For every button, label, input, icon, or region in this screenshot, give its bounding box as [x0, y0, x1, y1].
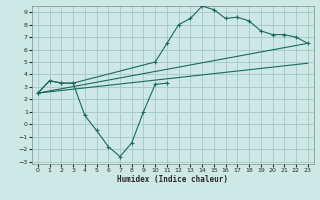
X-axis label: Humidex (Indice chaleur): Humidex (Indice chaleur): [117, 175, 228, 184]
